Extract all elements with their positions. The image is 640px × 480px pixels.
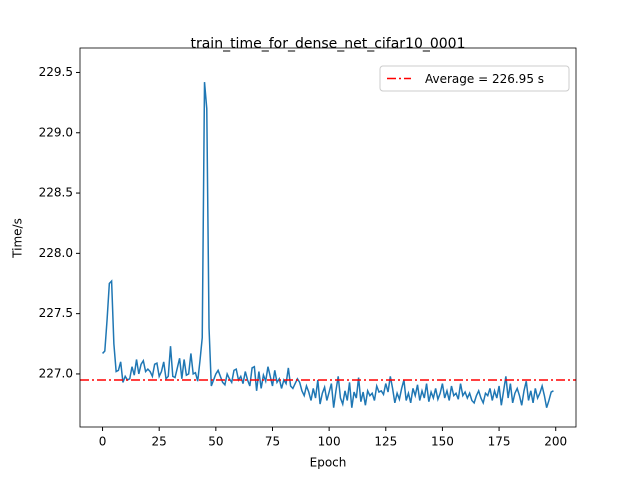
y-axis-label: Time/s	[11, 218, 25, 259]
y-tick-label: 229.0	[39, 125, 73, 139]
y-tick-label: 227.5	[39, 306, 73, 320]
y-tick-label: 228.5	[39, 186, 73, 200]
x-tick-label: 175	[488, 435, 511, 449]
y-tick-label: 229.5	[39, 65, 73, 79]
x-tick-label: 50	[208, 435, 223, 449]
x-tick-label: 25	[152, 435, 167, 449]
chart-title: train_time_for_dense_net_cifar10_0001	[190, 36, 465, 52]
x-tick-label: 100	[318, 435, 341, 449]
x-tick-label: 0	[99, 435, 107, 449]
y-tick-label: 228.0	[39, 246, 73, 260]
data-line	[102, 82, 554, 408]
x-tick-label: 150	[431, 435, 454, 449]
axes-frame	[79, 47, 577, 428]
legend-box	[379, 65, 570, 92]
x-tick-label: 75	[265, 435, 280, 449]
x-tick-label: 125	[374, 435, 397, 449]
x-axis-label: Epoch	[310, 456, 347, 470]
legend-label: Average = 226.95 s	[425, 72, 544, 86]
y-tick-label: 227.0	[39, 366, 73, 380]
x-tick-label: 200	[544, 435, 567, 449]
